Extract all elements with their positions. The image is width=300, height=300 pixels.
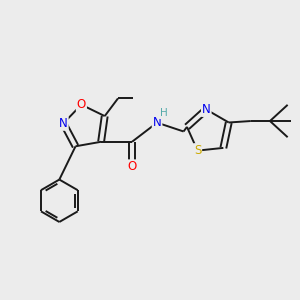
Text: N: N xyxy=(59,117,68,130)
Text: O: O xyxy=(128,160,136,173)
Text: H: H xyxy=(160,108,167,118)
Text: O: O xyxy=(77,98,86,111)
Text: N: N xyxy=(202,103,211,116)
Text: S: S xyxy=(194,144,201,157)
Text: N: N xyxy=(153,116,161,129)
